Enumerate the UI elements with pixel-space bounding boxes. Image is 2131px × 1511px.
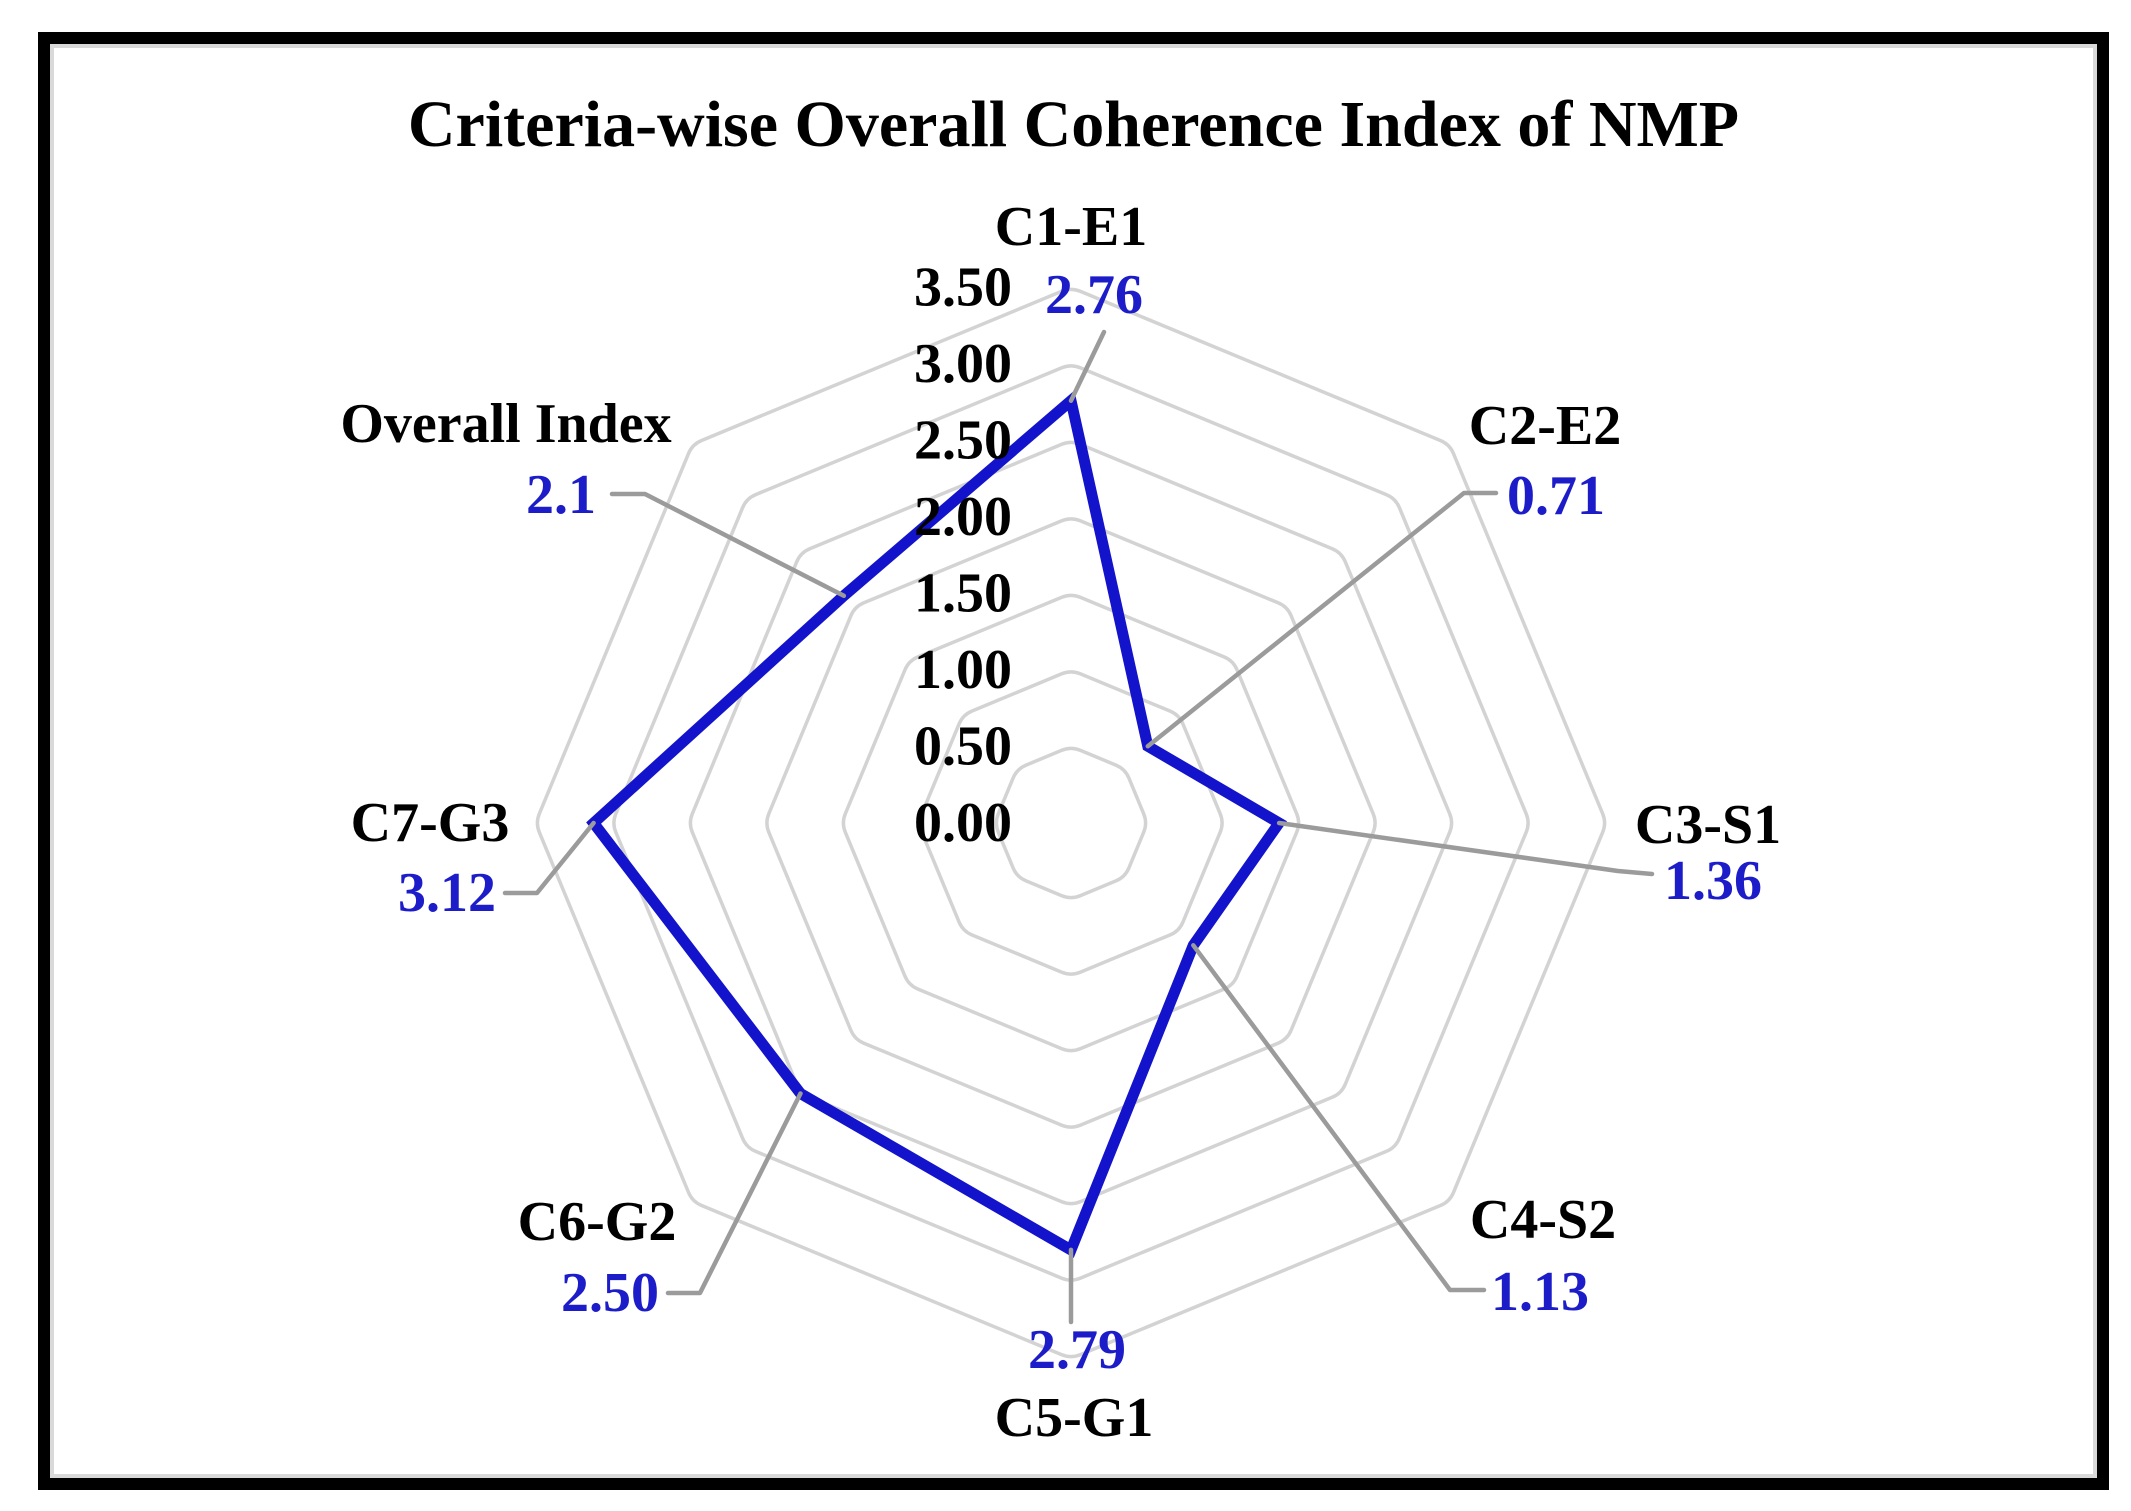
grid-ring: [994, 746, 1148, 900]
value-leader-line: [1068, 329, 1107, 403]
radial-tick-label: 3.00: [914, 333, 1012, 395]
chart-title: Criteria-wise Overall Coherence Index of…: [407, 88, 1740, 161]
value-label: 3.12: [398, 862, 496, 924]
radial-tick-label: 2.50: [914, 410, 1012, 472]
value-leader-line: [609, 491, 847, 599]
value-leader-line: [1145, 490, 1499, 749]
radial-tick-label: 0.00: [914, 792, 1012, 854]
value-label: 2.1: [526, 464, 596, 526]
value-label: 1.36: [1664, 850, 1762, 912]
grid-ring: [535, 287, 1607, 1359]
value-leader-line: [1191, 943, 1487, 1293]
grid-ring: [688, 440, 1454, 1206]
category-label: C4-S2: [1470, 1189, 1616, 1251]
category-label: C6-G2: [518, 1191, 677, 1253]
radial-tick-label: 2.00: [914, 486, 1012, 548]
category-label: Overall Index: [340, 393, 671, 455]
value-label: 1.13: [1491, 1261, 1589, 1323]
grid-ring: [841, 593, 1301, 1053]
grid-ring: [918, 670, 1224, 976]
value-label: 2.79: [1028, 1319, 1126, 1381]
value-label: 2.76: [1045, 264, 1143, 326]
radial-tick-label: 0.50: [914, 716, 1012, 778]
value-leader-line: [502, 820, 596, 896]
value-leader-line: [665, 1091, 803, 1296]
category-label: C5-G1: [995, 1387, 1154, 1449]
radial-tick-label: 1.50: [914, 563, 1012, 625]
radial-tick-label: 3.50: [914, 257, 1012, 319]
value-label: 0.71: [1507, 465, 1605, 527]
category-label: C3-S1: [1635, 794, 1781, 856]
category-label: C2-E2: [1469, 395, 1621, 457]
grid-ring: [765, 517, 1377, 1129]
radial-tick-label: 1.00: [914, 639, 1012, 701]
grid-ring: [612, 364, 1530, 1282]
category-label: C7-G3: [351, 792, 510, 854]
category-label: C1-E1: [995, 196, 1147, 258]
value-label: 2.50: [561, 1262, 659, 1324]
value-leader-line: [1276, 820, 1655, 877]
